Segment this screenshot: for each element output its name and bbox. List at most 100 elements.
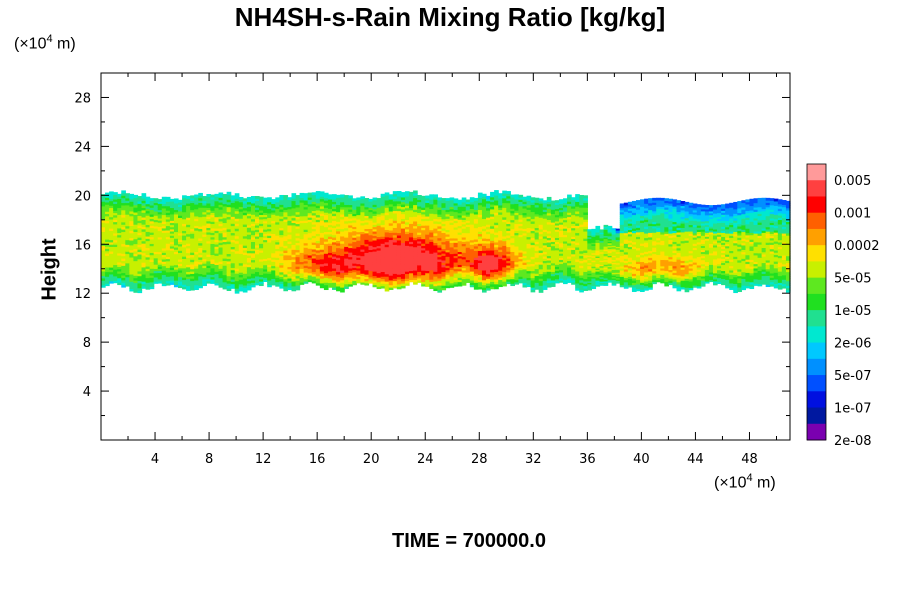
field-cell — [587, 283, 593, 286]
field-cell — [319, 229, 325, 233]
field-cell — [534, 286, 540, 290]
field-cell — [437, 270, 443, 274]
field-cell — [283, 199, 289, 203]
field-cell — [307, 201, 313, 205]
field-cell — [409, 214, 414, 218]
field-cell — [595, 268, 601, 271]
field-cell — [518, 203, 524, 207]
field-cell — [380, 257, 386, 261]
field-cell — [360, 200, 366, 204]
field-cell — [259, 234, 264, 238]
field-cell — [413, 248, 418, 252]
field-cell — [291, 241, 297, 245]
field-cell — [538, 275, 544, 279]
field-cell — [149, 281, 155, 285]
field-cell — [364, 204, 370, 208]
field-cell — [364, 239, 370, 243]
field-cell — [396, 269, 402, 273]
field-cell — [246, 271, 252, 275]
field-cell — [380, 266, 386, 270]
field-cell — [554, 243, 560, 247]
field-cell — [522, 196, 528, 200]
field-cell — [157, 280, 163, 284]
field-cell — [129, 278, 135, 282]
field-cell — [579, 221, 584, 225]
field-cell — [137, 217, 143, 221]
x-unit-label: (×104 m) — [714, 472, 776, 492]
field-cell — [105, 269, 110, 273]
field-cell — [246, 245, 252, 249]
field-cell — [169, 271, 175, 275]
field-cell — [133, 219, 139, 223]
field-cell — [453, 204, 459, 208]
field-cell — [522, 232, 528, 236]
field-cell — [563, 223, 568, 227]
field-cell — [157, 222, 163, 225]
field-cell — [437, 275, 443, 279]
field-cell — [283, 228, 289, 232]
field-cell — [255, 215, 260, 219]
field-cell — [583, 219, 588, 223]
field-cell — [522, 255, 528, 259]
field-cell — [109, 239, 114, 243]
field-cell — [242, 240, 248, 244]
field-cell — [469, 228, 475, 232]
field-cell — [332, 277, 337, 281]
field-cell — [360, 211, 366, 215]
field-cell — [336, 233, 341, 237]
field-cell — [498, 232, 503, 236]
field-cell — [178, 237, 183, 240]
field-cell — [336, 259, 341, 263]
field-cell — [336, 252, 341, 256]
field-cell — [453, 251, 459, 254]
field-cell — [437, 289, 443, 293]
field-cell — [392, 244, 398, 248]
field-cell — [121, 226, 126, 230]
field-cell — [178, 204, 183, 208]
field-cell — [246, 252, 252, 256]
field-cell — [506, 193, 511, 197]
field-cell — [364, 256, 370, 260]
field-cell — [182, 232, 187, 236]
field-cell — [490, 223, 495, 227]
field-cell — [591, 258, 597, 261]
field-cell — [396, 203, 402, 207]
field-cell — [348, 254, 353, 258]
field-cell — [502, 269, 507, 273]
field-cell — [129, 198, 135, 202]
field-cell — [149, 241, 155, 244]
field-cell — [250, 214, 256, 218]
field-cell — [202, 240, 207, 244]
field-cell — [157, 278, 163, 282]
field-cell — [125, 218, 130, 222]
field-cell — [400, 261, 406, 265]
field-cell — [182, 272, 187, 276]
field-cell — [469, 226, 475, 230]
field-cell — [413, 260, 418, 264]
field-cell — [190, 259, 195, 263]
field-cell — [550, 206, 556, 210]
field-cell — [234, 260, 240, 264]
field-cell — [246, 282, 252, 286]
field-cell — [161, 283, 167, 287]
field-cell — [250, 234, 256, 238]
field-cell — [109, 260, 114, 264]
field-cell — [255, 231, 260, 235]
field-cell — [210, 261, 216, 264]
field-cell — [327, 238, 333, 242]
field-cell — [259, 198, 264, 202]
field-cell — [117, 227, 122, 231]
field-cell — [372, 228, 378, 232]
field-cell — [323, 270, 329, 274]
field-cell — [453, 218, 459, 221]
field-cell — [558, 201, 564, 204]
field-cell — [603, 262, 609, 265]
field-cell — [109, 241, 114, 245]
field-cell — [303, 238, 309, 242]
field-cell — [603, 238, 609, 241]
field-cell — [400, 199, 406, 203]
field-cell — [246, 229, 252, 233]
field-cell — [388, 286, 394, 290]
field-cell — [202, 234, 207, 237]
field-cell — [486, 207, 491, 211]
